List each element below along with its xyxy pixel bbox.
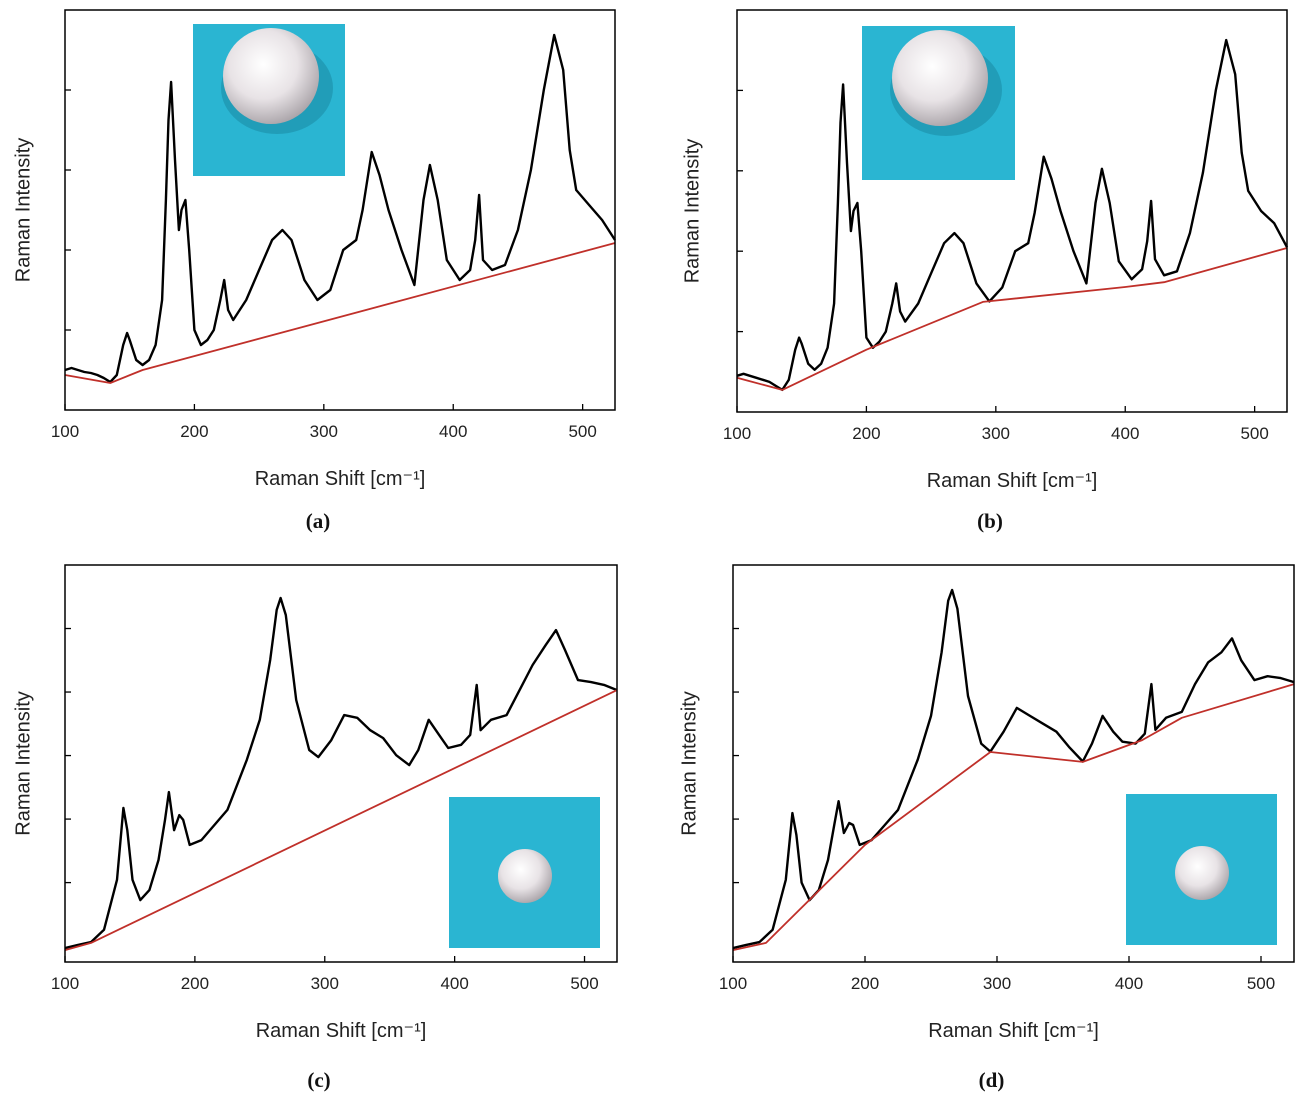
x-tick-label: 100 [51, 974, 79, 993]
x-tick-label: 200 [180, 422, 208, 441]
x-tick-label: 200 [852, 424, 880, 443]
plot-frame [64, 564, 618, 963]
x-tick-label: 300 [983, 974, 1011, 993]
panel-caption: (a) [306, 509, 331, 533]
x-axis-label: Raman Shift [cm⁻¹] [256, 1020, 427, 1042]
x-tick-label: 100 [51, 422, 79, 441]
panel-caption: (b) [977, 509, 1003, 533]
x-tick-label: 100 [719, 974, 747, 993]
plot-frame [732, 564, 1295, 963]
y-axis-label: Raman Intensity [12, 691, 34, 836]
x-axis-label: Raman Shift [cm⁻¹] [928, 1020, 1099, 1042]
baseline-line [736, 247, 1288, 391]
spectrum-line [736, 38, 1289, 392]
x-tick-label: 400 [440, 974, 468, 993]
x-tick-label: 100 [723, 424, 751, 443]
x-tick-label: 500 [568, 422, 596, 441]
x-tick-label: 200 [181, 974, 209, 993]
spectrum-line [64, 33, 617, 384]
x-tick-label: 300 [310, 422, 338, 441]
x-tick-label: 500 [570, 974, 598, 993]
x-tick-label: 500 [1247, 974, 1275, 993]
x-tick-label: 400 [1115, 974, 1143, 993]
x-axis-label: Raman Shift [cm⁻¹] [927, 470, 1098, 492]
baseline-line [732, 683, 1295, 951]
y-axis-label: Raman Intensity [681, 139, 703, 284]
x-axis-label: Raman Shift [cm⁻¹] [255, 468, 426, 490]
baseline-line [64, 242, 616, 384]
panel-caption: (c) [307, 1068, 330, 1092]
sample-ball [892, 30, 988, 126]
sample-ball [498, 849, 552, 903]
plot-frame [736, 9, 1288, 413]
sample-ball [1175, 846, 1229, 900]
x-tick-label: 400 [439, 422, 467, 441]
spectrum-line [64, 596, 618, 950]
plot-frame [64, 9, 616, 411]
x-tick-label: 200 [851, 974, 879, 993]
x-tick-label: 300 [982, 424, 1010, 443]
sample-ball [223, 28, 319, 124]
y-axis-label: Raman Intensity [678, 691, 700, 836]
baseline-line [64, 689, 618, 951]
panel-caption: (d) [979, 1068, 1005, 1092]
x-tick-label: 500 [1240, 424, 1268, 443]
x-tick-label: 400 [1111, 424, 1139, 443]
y-axis-label: Raman Intensity [12, 138, 34, 283]
x-tick-label: 300 [311, 974, 339, 993]
